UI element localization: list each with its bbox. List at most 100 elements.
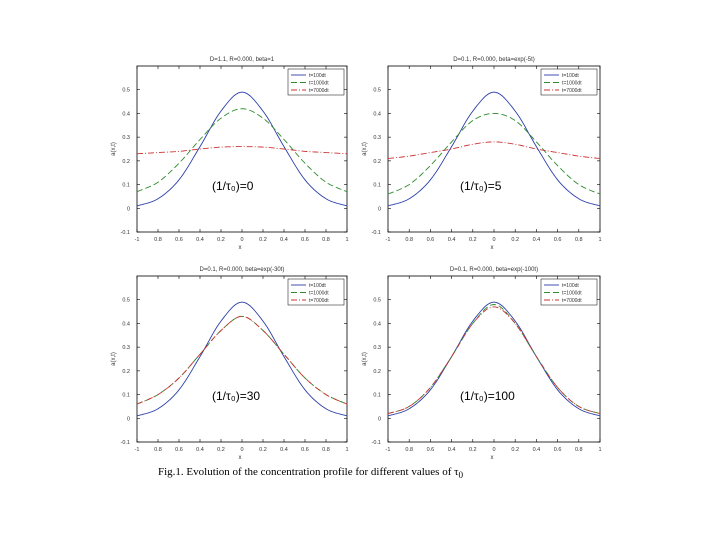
y-tick-label: -0.1 — [121, 440, 130, 446]
y-tick-label: 0.2 — [122, 159, 130, 165]
caption-subscript: 0 — [458, 470, 464, 481]
x-axis-label: x — [239, 455, 242, 461]
y-axis-label: a(x,t) — [362, 352, 368, 366]
y-tick-label: 0.5 — [373, 298, 381, 304]
x-tick-label: 0.6 — [554, 447, 562, 453]
x-tick-label: 0.4 — [533, 237, 541, 243]
chart-panel-3: D=0.1, R=0.000, beta=exp(-30t) -1 0.8 0.6 0.… — [111, 267, 349, 461]
series-line-3 — [387, 306, 601, 414]
x-tick-label: 1 — [598, 237, 601, 243]
annotation-label: (1/τ₀)=30 — [212, 389, 260, 403]
x-tick-label: 0 — [240, 447, 243, 453]
legend-box — [287, 278, 345, 306]
legend-entry: t=1000dt — [309, 291, 329, 297]
x-tick-label: 0.4 — [196, 447, 204, 453]
x-tick-label: 0.8 — [154, 237, 162, 243]
y-tick-label: -0.1 — [121, 230, 130, 236]
x-tick-label: 0.8 — [575, 237, 583, 243]
x-tick-label: 0.2 — [469, 447, 477, 453]
chart-title: D=1.1, R=0.000, beta=1 — [210, 57, 275, 63]
y-tick-label: 0.3 — [373, 135, 381, 141]
y-tick-label: 0 — [378, 416, 381, 422]
caption-text: Fig.1. Evolution of the concentration pr… — [158, 466, 459, 478]
series-line-1 — [387, 301, 601, 417]
x-tick-label: 0 — [492, 237, 495, 243]
series-line-3 — [137, 146, 347, 155]
x-tick-label: 0.4 — [280, 237, 288, 243]
chart-title: D=0.1, R=0.000, beta=exp(-30t) — [200, 267, 285, 273]
annotation-label: (1/τ₀)=0 — [212, 179, 254, 193]
y-tick-label: -0.1 — [372, 440, 381, 446]
x-tick-label: 0.2 — [259, 447, 267, 453]
x-tick-label: 0.2 — [511, 447, 519, 453]
y-tick-label: 0.1 — [122, 183, 130, 189]
x-axis-label: x — [239, 245, 242, 251]
x-tick-label: 0.8 — [575, 447, 583, 453]
x-tick-label: -1 — [386, 237, 391, 243]
series-line-1 — [387, 91, 601, 207]
y-tick-label: 0.2 — [122, 369, 130, 375]
y-axis-label: a(x,t) — [111, 352, 117, 366]
series-line-2 — [387, 304, 601, 414]
x-tick-label: 0.4 — [533, 447, 541, 453]
y-tick-label: 0 — [127, 416, 130, 422]
y-tick-label: 0 — [127, 206, 130, 212]
x-axis-label: x — [491, 245, 494, 251]
x-tick-label: 0.6 — [175, 237, 183, 243]
y-tick-label: 0 — [378, 206, 381, 212]
legend-box — [540, 278, 598, 306]
x-tick-label: 0.6 — [554, 237, 562, 243]
chart-title: D=0.1, R=0.000, beta=exp(-5t) — [453, 57, 535, 63]
x-tick-label: 1 — [345, 237, 348, 243]
x-tick-label: -1 — [386, 447, 391, 453]
x-tick-label: 0.4 — [196, 237, 204, 243]
x-tick-label: 0.2 — [217, 237, 225, 243]
series-line-1 — [136, 91, 348, 207]
figure-caption: Fig.1. Evolution of the concentration pr… — [158, 466, 463, 480]
x-tick-label: 0.4 — [280, 447, 288, 453]
legend-entry: t=1000dt — [309, 81, 329, 87]
y-tick-label: 0.5 — [122, 88, 130, 94]
x-tick-label: 1 — [598, 447, 601, 453]
y-tick-label: 0.1 — [122, 393, 130, 399]
x-tick-label: 0 — [492, 447, 495, 453]
chart-panel-1: D=1.1, R=0.000, beta=1 -1 0.8 0.6 0.4 0.2 0 0.2… — [111, 57, 349, 251]
x-tick-label: 0.8 — [154, 447, 162, 453]
x-tick-label: 0.4 — [448, 447, 456, 453]
series-line-1 — [136, 301, 348, 417]
y-axis-label: a(x,t) — [362, 142, 368, 156]
y-tick-label: 0.2 — [373, 159, 381, 165]
x-tick-label: 0.6 — [175, 447, 183, 453]
legend-box — [540, 68, 598, 96]
y-tick-label: 0.3 — [122, 345, 130, 351]
y-tick-label: 0.4 — [373, 111, 381, 117]
x-tick-label: 0.8 — [405, 447, 413, 453]
annotation-label: (1/τ₀)=100 — [460, 389, 515, 403]
legend-entry: t=7000dt — [562, 88, 582, 94]
x-tick-label: 1 — [345, 447, 348, 453]
y-tick-label: 0.4 — [122, 111, 130, 117]
y-tick-label: 0.3 — [373, 345, 381, 351]
y-tick-label: 0.2 — [373, 369, 381, 375]
x-axis-label: x — [491, 455, 494, 461]
series-line-2 — [387, 112, 601, 195]
legend-entry: t=100dt — [309, 73, 326, 79]
legend-entry: t=7000dt — [309, 298, 329, 304]
series-line-3 — [387, 141, 601, 159]
y-tick-label: 0.4 — [122, 321, 130, 327]
legend-entry: t=100dt — [562, 283, 579, 289]
x-tick-label: 0.2 — [469, 237, 477, 243]
chart-title: D=0.1, R=0.000, beta=exp(-100t) — [450, 267, 538, 273]
legend-entry: t=100dt — [562, 73, 579, 79]
y-tick-label: -0.1 — [372, 230, 381, 236]
x-tick-label: 0.4 — [448, 237, 456, 243]
chart-panel-4: D=0.1, R=0.000, beta=exp(-100t) -1 0.8 0.6 0… — [362, 267, 602, 461]
series-line-2 — [136, 315, 348, 405]
x-tick-label: 0.6 — [427, 237, 435, 243]
x-tick-label: 0.8 — [322, 447, 330, 453]
chart-panel-2: D=0.1, R=0.000, beta=exp(-5t) -1 0.8 0.6 0.4… — [362, 57, 602, 251]
